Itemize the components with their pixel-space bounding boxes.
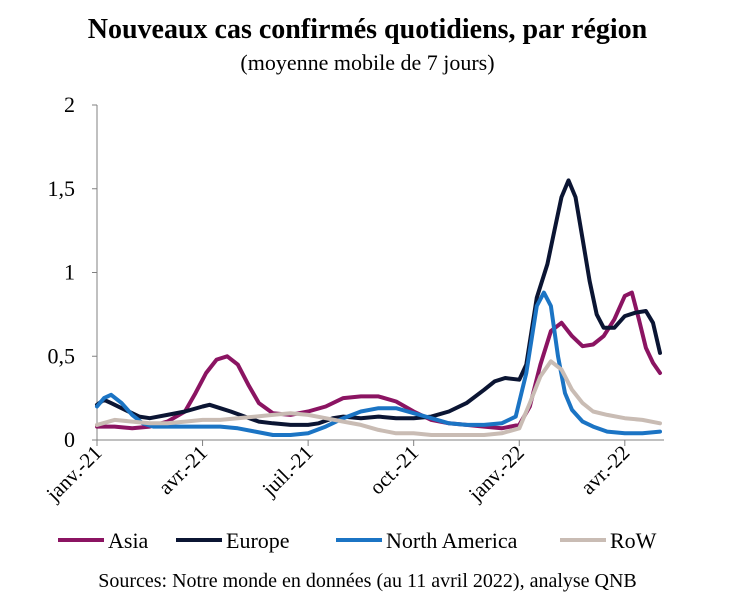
y-tick-label: 0 xyxy=(64,427,75,452)
legend-label: Asia xyxy=(108,528,149,553)
legend-label: RoW xyxy=(610,528,657,553)
y-tick-label: 0,5 xyxy=(48,343,76,368)
x-tick-label: avr.-22 xyxy=(576,441,635,500)
legend-label: Europe xyxy=(226,528,290,553)
source-note: Sources: Notre monde en données (au 11 a… xyxy=(98,570,637,592)
y-tick-label: 1,5 xyxy=(48,176,76,201)
x-tick-label: janv.-22 xyxy=(463,441,529,507)
series-line-north-america xyxy=(95,290,662,437)
y-tick-label: 2 xyxy=(64,92,75,117)
chart-subtitle: (moyenne mobile de 7 jours) xyxy=(240,50,495,75)
series-line-europe xyxy=(95,178,662,427)
y-tick-label: 1 xyxy=(64,260,75,285)
x-tick-label: avr.-21 xyxy=(153,441,212,500)
x-tick-label: oct.-21 xyxy=(365,441,424,500)
legend-label: North America xyxy=(386,528,518,553)
x-tick-label: juil.-21 xyxy=(257,441,318,502)
chart-title: Nouveaux cas confirmés quotidiens, par r… xyxy=(87,14,648,45)
series-line-row xyxy=(95,359,662,437)
